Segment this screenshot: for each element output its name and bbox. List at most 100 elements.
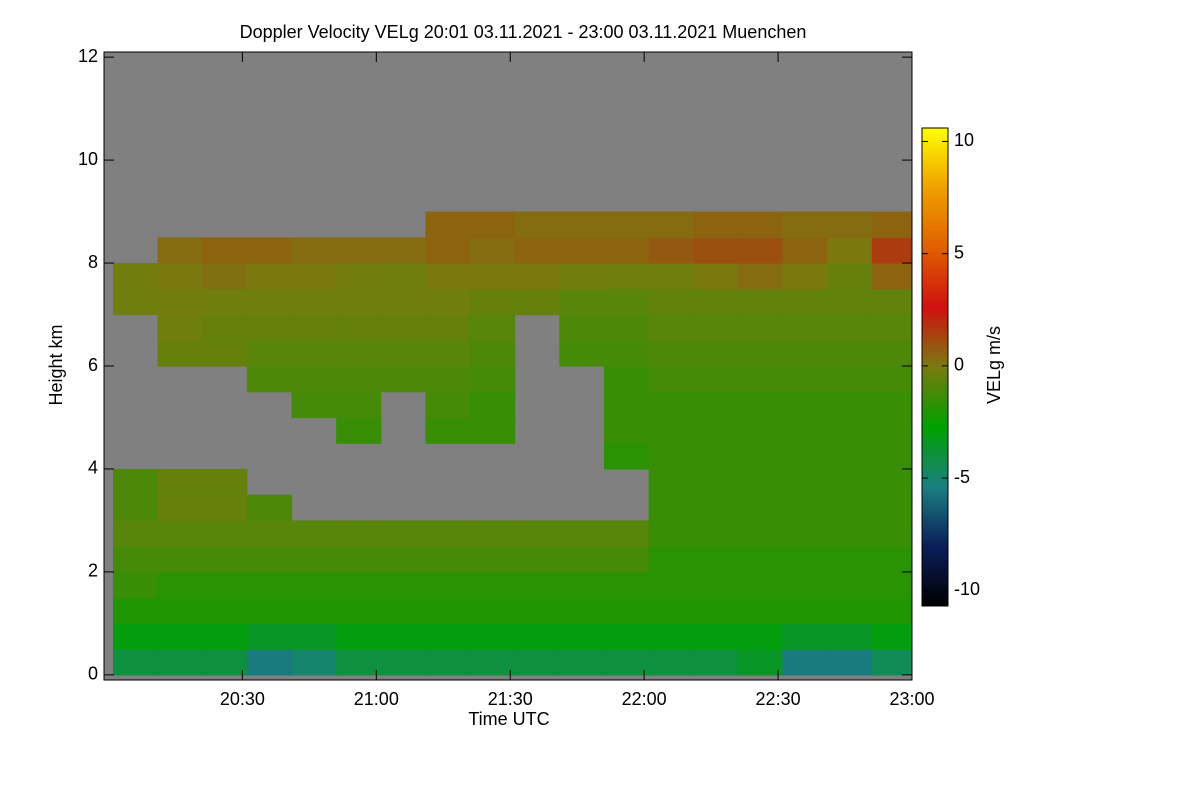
heat-cell (291, 263, 337, 290)
heat-cell (246, 263, 293, 290)
heat-cell (470, 237, 516, 264)
heat-cell (693, 237, 739, 264)
colorbar-tick-label: 5 (954, 242, 964, 262)
heat-cell (693, 263, 739, 290)
heat-cell (380, 571, 427, 599)
heat-cell (871, 443, 912, 470)
heat-cell (871, 314, 912, 341)
colorbar-title: VELg m/s (984, 326, 1004, 404)
heat-cell (514, 520, 560, 547)
heat-cell (336, 623, 382, 650)
heat-cell (871, 597, 912, 624)
heat-cell (470, 211, 516, 238)
heat-cell (648, 314, 694, 341)
heat-cell (336, 520, 382, 547)
heat-cell (827, 520, 873, 547)
heat-cell (291, 623, 337, 650)
heat-cell (380, 237, 427, 264)
heat-cell (336, 263, 382, 290)
heat-cell (782, 314, 828, 341)
heat-cell (648, 391, 694, 419)
heat-cell (693, 443, 739, 470)
heat-cell (470, 571, 516, 599)
heat-cell (380, 288, 427, 316)
heat-cell (603, 443, 650, 470)
heat-cell (157, 571, 203, 599)
heat-cell (246, 520, 293, 547)
heat-cell (871, 391, 912, 419)
heat-cell (871, 263, 912, 290)
heat-cell (202, 546, 248, 573)
y-tick-label: 0 (88, 664, 98, 684)
heat-cell (336, 237, 382, 264)
heat-cell (827, 263, 873, 290)
heat-cell (514, 263, 560, 290)
heat-cell (871, 288, 912, 316)
heat-cell (648, 571, 694, 599)
heat-cell (514, 288, 560, 316)
heat-cell (737, 520, 784, 547)
heat-cell (425, 546, 471, 573)
heat-cell (291, 649, 337, 676)
heat-cell (470, 417, 516, 444)
heat-cell (514, 649, 560, 676)
heat-cell (782, 546, 828, 573)
heat-cell (782, 468, 828, 496)
heat-cell (470, 263, 516, 290)
heat-cell (782, 417, 828, 444)
heat-cell (648, 494, 694, 522)
heat-cell (157, 237, 203, 264)
heat-cell (380, 623, 427, 650)
heat-cell (827, 417, 873, 444)
heat-cell (202, 340, 248, 367)
heat-cell (425, 288, 471, 316)
heat-cell (827, 546, 873, 573)
x-axis-title: Time UTC (468, 709, 549, 729)
heat-cell (648, 237, 694, 264)
heat-cell (782, 649, 828, 676)
heat-cell (470, 597, 516, 624)
heat-cell (425, 314, 471, 341)
heat-cell (693, 623, 739, 650)
heat-cell (112, 571, 159, 599)
heat-cell (336, 546, 382, 573)
heat-cell (559, 211, 605, 238)
heat-cell (603, 417, 650, 444)
heat-cell (871, 649, 912, 676)
heat-cell (827, 211, 873, 238)
heat-cell (291, 237, 337, 264)
heat-cell (871, 546, 912, 573)
heat-cell (871, 237, 912, 264)
heat-cell (871, 571, 912, 599)
heat-cell (603, 571, 650, 599)
heat-cell (425, 623, 471, 650)
heat-cell (737, 494, 784, 522)
heat-cell (291, 314, 337, 341)
y-tick-label: 10 (78, 149, 98, 169)
heat-cell (693, 494, 739, 522)
heat-cell (737, 237, 784, 264)
heat-cell (157, 340, 203, 367)
heat-cell (336, 597, 382, 624)
heat-cell (470, 314, 516, 341)
heat-cell (112, 288, 159, 316)
heat-cell (648, 468, 694, 496)
heat-cell (202, 314, 248, 341)
heat-cell (157, 520, 203, 547)
heat-cell (648, 520, 694, 547)
heat-cell (782, 443, 828, 470)
heat-cell (782, 391, 828, 419)
heat-cell (246, 314, 293, 341)
heat-cell (737, 211, 784, 238)
heat-cell (112, 494, 159, 522)
heat-cell (246, 288, 293, 316)
colorbar-tick-label: -10 (954, 579, 980, 599)
y-tick-label: 12 (78, 46, 98, 66)
heat-cell (603, 366, 650, 393)
heat-cell (871, 366, 912, 393)
heat-cell (470, 366, 516, 393)
heat-cell (603, 597, 650, 624)
heat-cell (737, 366, 784, 393)
x-tick-label: 22:00 (622, 689, 667, 709)
heat-cell (291, 546, 337, 573)
